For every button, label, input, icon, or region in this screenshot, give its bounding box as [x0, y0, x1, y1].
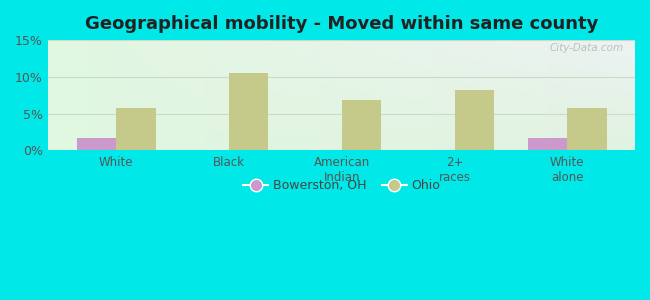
Legend: Bowerston, OH, Ohio: Bowerston, OH, Ohio [238, 174, 445, 197]
Bar [528, 138, 567, 150]
Bar [116, 108, 155, 150]
Bar [229, 73, 268, 150]
Title: Geographical mobility - Moved within same county: Geographical mobility - Moved within sam… [85, 15, 599, 33]
Text: City-Data.com: City-Data.com [549, 44, 623, 53]
Bar [77, 138, 116, 150]
Bar [567, 108, 607, 150]
Bar [454, 90, 494, 150]
Bar [342, 100, 381, 150]
